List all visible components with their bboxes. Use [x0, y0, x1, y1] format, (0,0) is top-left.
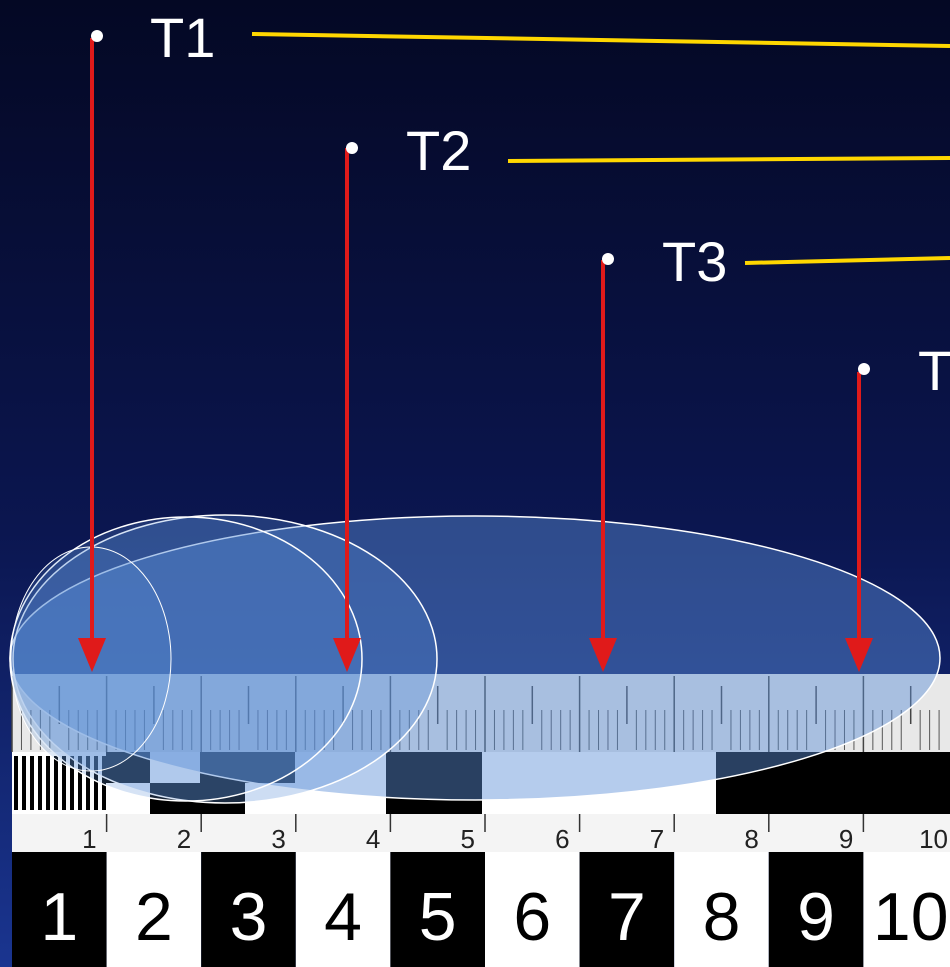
code-bar-block: [386, 752, 482, 814]
ruler-big-cell: [485, 852, 580, 967]
arrowhead-t2: [333, 638, 361, 672]
arrows: [78, 38, 873, 672]
ruler-big-cell: [106, 852, 202, 967]
code-bar-stripe: [54, 756, 58, 810]
ruler-small-number: 6: [555, 824, 569, 854]
ruler-small-number: 4: [366, 824, 380, 854]
ruler-small-number: 10: [919, 824, 948, 854]
leader-line-t1: [251, 32, 950, 48]
ellipses: [9, 514, 941, 804]
ruler-big-number: 2: [135, 879, 173, 955]
code-bar-block: [245, 752, 295, 783]
code-bar-block: [716, 752, 950, 814]
bullet-t2: [346, 142, 358, 154]
leader-line-t2: [507, 156, 950, 163]
leader-lines: [251, 32, 950, 265]
ruler-small-number: 1: [82, 824, 96, 854]
code-bar-stripe: [22, 756, 26, 810]
ruler-small-number: 2: [177, 824, 191, 854]
ruler-big-number: 5: [419, 879, 457, 955]
code-bar-stripe: [86, 756, 90, 810]
leader-line-t3: [744, 256, 950, 265]
ruler-big-number: 4: [324, 879, 362, 955]
code-bar-stripe: [94, 756, 98, 810]
ruler-big-number: 10: [873, 879, 949, 955]
ruler-big-cell: [863, 852, 950, 967]
ruler-big-cell: [390, 852, 485, 967]
ruler-big-number: 7: [608, 879, 646, 955]
label-t1: T1: [150, 6, 215, 69]
arrowhead-t1: [78, 638, 106, 672]
ruler-big-number: 3: [230, 879, 268, 955]
labels: T1 T2 T3 T: [150, 6, 950, 402]
bullet-t3: [602, 253, 614, 265]
code-bar-stripe: [46, 756, 50, 810]
bullet-t1: [91, 30, 103, 42]
code-bar-stripe: [38, 756, 42, 810]
bullet-t4: [858, 363, 870, 375]
ruler-big-number: 1: [40, 879, 78, 955]
code-bar-stripe: [78, 756, 82, 810]
ruler-big-number: 9: [797, 879, 835, 955]
ruler-number-strip: [12, 814, 950, 852]
ruler-big-cell: [674, 852, 769, 967]
ruler-ticks: [11, 676, 940, 752]
ruler-big-cell: [201, 852, 296, 967]
code-bar-stripe: [62, 756, 66, 810]
ruler-big-cell: [579, 852, 675, 967]
label-t2: T2: [406, 119, 471, 182]
code-bar-stripe: [30, 756, 34, 810]
code-bar-stripe: [14, 756, 18, 810]
arrowhead-t4: [845, 638, 873, 672]
code-bar-stripe: [102, 756, 106, 810]
ruler-big-cell: [295, 852, 391, 967]
ellipse-t2: [9, 516, 363, 802]
code-bar-row: [12, 752, 950, 814]
ruler-big-cell: [12, 852, 107, 967]
ruler-big-number: 6: [513, 879, 551, 955]
ruler-small-number: 5: [461, 824, 475, 854]
ruler-big-number: 8: [703, 879, 741, 955]
ruler-small-number: 3: [271, 824, 285, 854]
ruler-big-cell: [768, 852, 864, 967]
ellipse-t3: [12, 514, 438, 804]
ruler-big-numbers: 1 2 3 4 5 6 7 8 9 10: [12, 852, 950, 967]
ruler-number-ticks: [105, 814, 865, 832]
label-t4: T: [918, 339, 950, 402]
ruler-small-number: 8: [744, 824, 758, 854]
ruler: 1 2 3 4 5 6 7 8 9 10 1 2 3 4 5 6 7 8 9 10: [11, 674, 950, 967]
ruler-small-number: 9: [839, 824, 853, 854]
label-t3: T3: [662, 230, 727, 293]
ruler-small-number: 7: [650, 824, 664, 854]
code-bar-stripe: [70, 756, 74, 810]
arrowhead-t3: [589, 638, 617, 672]
ruler-small-numbers: 1 2 3 4 5 6 7 8 9 10: [82, 824, 948, 854]
bullets: [91, 30, 870, 375]
